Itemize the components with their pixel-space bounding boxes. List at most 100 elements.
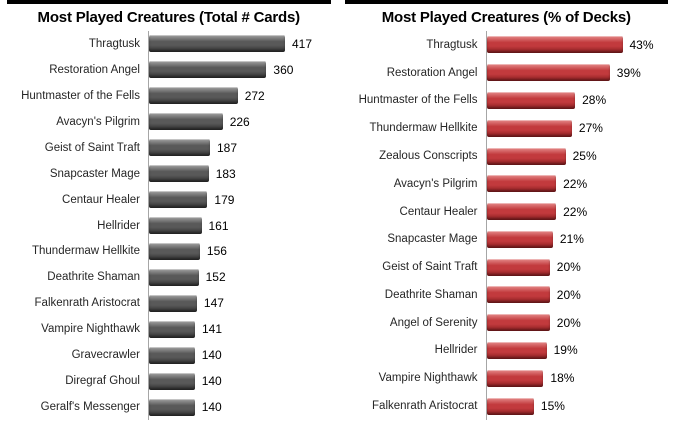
bar <box>486 91 576 109</box>
bar-cell: 272 <box>148 82 336 109</box>
value-label: 18% <box>550 371 575 386</box>
value-label: 147 <box>203 296 224 311</box>
value-label: 226 <box>229 114 250 129</box>
bar <box>486 175 557 193</box>
bar-cell: 140 <box>148 368 336 395</box>
bar <box>486 119 572 137</box>
bar <box>149 242 200 260</box>
category-label: Thragtusk <box>88 37 140 50</box>
bar-cell: 20% <box>485 308 674 337</box>
bar-cell: 140 <box>148 342 336 369</box>
category-label: Deathrite Shaman <box>47 271 140 284</box>
category-label: Vampire Nighthawk <box>41 323 140 336</box>
category-label: Avacyn's Pilgrim <box>56 115 140 128</box>
category-label: Diregraf Ghoul <box>65 375 140 388</box>
value-label: 140 <box>201 348 222 363</box>
value-label: 21% <box>559 232 584 247</box>
bar-cell: 20% <box>485 253 674 282</box>
category-label: Restoration Angel <box>49 63 140 76</box>
value-label: 179 <box>214 192 235 207</box>
value-label: 39% <box>616 65 641 80</box>
bar-cell: 21% <box>485 225 674 254</box>
bar <box>149 165 209 183</box>
bar <box>149 372 195 390</box>
category-label: Snapcaster Mage <box>49 167 140 180</box>
bar-row: Geralf's Messenger 140 <box>2 394 336 421</box>
bar-row: Centaur Healer 22% <box>340 197 674 226</box>
bar-cell: 187 <box>148 134 336 161</box>
category-label: Geist of Saint Traft <box>44 141 140 154</box>
bar-row: Geist of Saint Traft 20% <box>340 253 674 282</box>
plot-area: Thragtusk 417 Restoration Angel 360 Huntmast… <box>2 31 336 421</box>
bar-cell: 22% <box>485 197 674 226</box>
bar-row: Falkenrath Aristocrat 147 <box>2 290 336 317</box>
bar-row: Diregraf Ghoul 140 <box>2 368 336 395</box>
bar-cell: 140 <box>148 394 336 421</box>
category-label: Thragtusk <box>426 38 478 51</box>
bar-row: Snapcaster Mage 183 <box>2 160 336 187</box>
bar-row: Hellrider 19% <box>340 336 674 365</box>
value-label: 19% <box>553 343 578 358</box>
bar-row: Avacyn's Pilgrim 226 <box>2 108 336 135</box>
bar <box>149 398 195 416</box>
bar-cell: 43% <box>485 31 674 59</box>
bar-row: Thundermaw Hellkite 156 <box>2 238 336 265</box>
bar-row: Thundermaw Hellkite 27% <box>340 114 674 143</box>
category-label: Restoration Angel <box>386 66 478 79</box>
bar-cell: 226 <box>148 108 336 135</box>
value-label: 20% <box>556 260 581 275</box>
bar <box>149 35 285 53</box>
category-label: Thundermaw Hellkite <box>31 245 140 258</box>
bar <box>486 258 550 276</box>
bar-cell: 152 <box>148 264 336 291</box>
bar-row: Snapcaster Mage 21% <box>340 225 674 254</box>
bar-row: Geist of Saint Traft 187 <box>2 134 336 161</box>
bar-cell: 141 <box>148 316 336 343</box>
category-label: Snapcaster Mage <box>387 233 478 246</box>
value-label: 25% <box>572 149 597 164</box>
bar-row: Huntmaster of the Fells 272 <box>2 82 336 109</box>
category-label: Centaur Healer <box>399 205 478 218</box>
title-top-rule <box>344 0 668 4</box>
bar <box>149 139 210 157</box>
value-label: 27% <box>578 121 603 136</box>
bar-row: Huntmaster of the Fells 28% <box>340 86 674 115</box>
bar-cell: 27% <box>485 114 674 143</box>
category-label: Avacyn's Pilgrim <box>393 177 478 190</box>
bar <box>486 36 623 54</box>
bar <box>486 314 550 332</box>
bar-cell: 183 <box>148 160 336 187</box>
bar-cell: 147 <box>148 290 336 317</box>
bar-cell: 156 <box>148 238 336 265</box>
category-label: Hellrider <box>97 219 140 232</box>
bar-row: Hellrider 161 <box>2 212 336 239</box>
value-label: 161 <box>208 218 229 233</box>
value-label: 417 <box>292 36 313 51</box>
value-label: 28% <box>582 93 607 108</box>
value-label: 272 <box>244 88 265 103</box>
bar-row: Avacyn's Pilgrim 22% <box>340 169 674 198</box>
bar <box>149 87 238 105</box>
bar-row: Deathrite Shaman 20% <box>340 281 674 309</box>
category-label: Geralf's Messenger <box>40 401 140 414</box>
bar-row: Vampire Nighthawk 18% <box>340 364 674 393</box>
bar-cell: 360 <box>148 56 336 83</box>
category-label: Angel of Serenity <box>389 316 478 329</box>
bar <box>486 286 550 304</box>
bar <box>149 191 208 209</box>
bar-cell: 19% <box>485 336 674 365</box>
chart-percent-decks: Most Played Creatures (% of Decks) Thrag… <box>338 0 675 440</box>
bar-row: Thragtusk 43% <box>340 31 674 59</box>
category-label: Hellrider <box>434 344 478 357</box>
bar-cell: 39% <box>485 58 674 87</box>
bar <box>149 217 202 235</box>
bar-cell: 20% <box>485 281 674 309</box>
bar-cell: 15% <box>485 392 674 420</box>
value-label: 187 <box>217 140 238 155</box>
plot-area: Thragtusk 43% Restoration Angel 39% Huntmast… <box>340 31 674 420</box>
value-label: 43% <box>629 37 654 52</box>
bar-cell: 22% <box>485 169 674 198</box>
bar-row: Zealous Conscripts 25% <box>340 142 674 170</box>
category-label: Falkenrath Aristocrat <box>34 297 140 310</box>
bar-cell: 179 <box>148 186 336 213</box>
